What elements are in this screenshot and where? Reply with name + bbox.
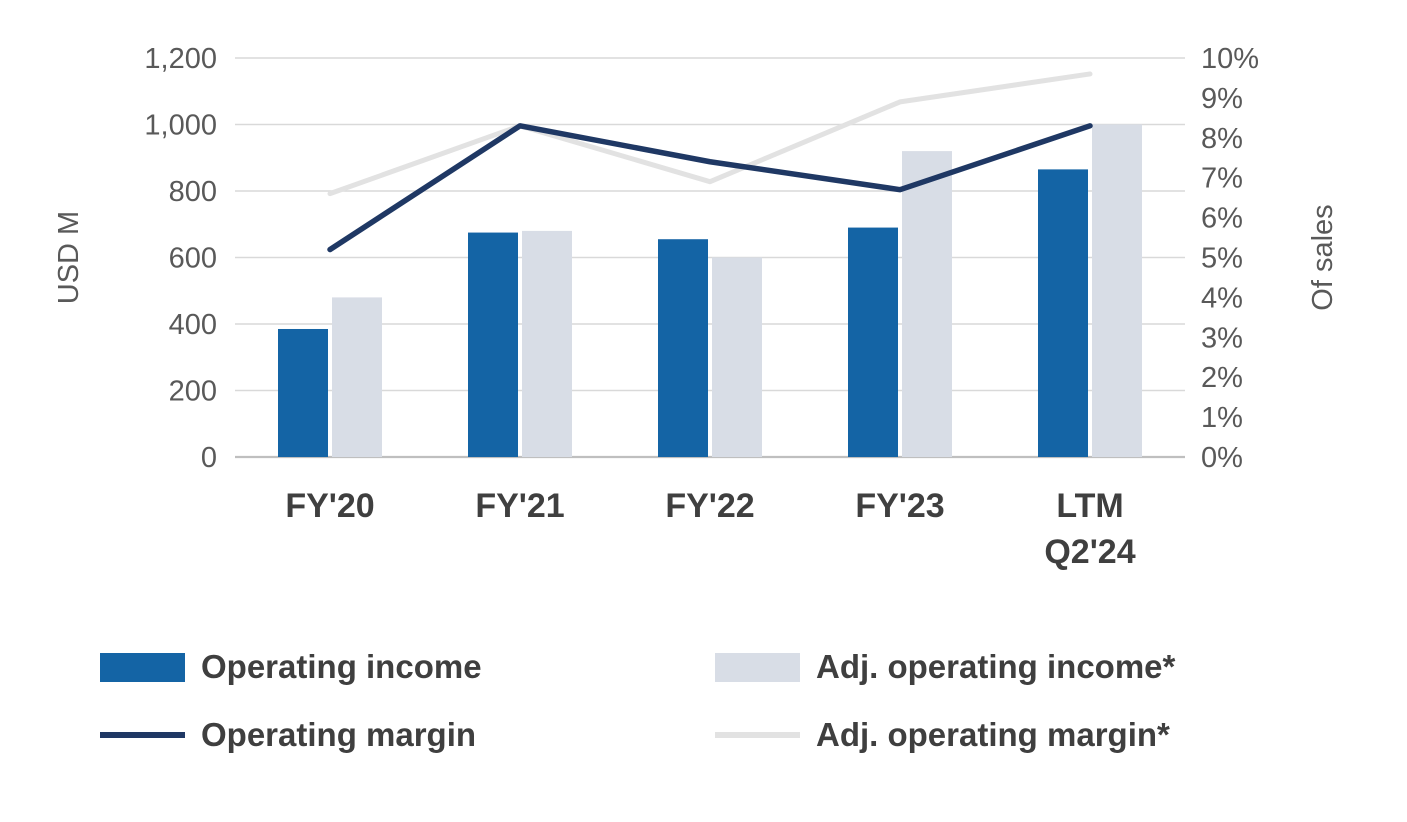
legend-item-operating-income: Operating income [100,648,715,686]
left-axis-tick-label: 200 [169,376,217,408]
bar-swatch-icon [715,652,800,682]
bar-operating-income-fy-23 [848,227,898,457]
left-axis-tick-label: 1,200 [144,43,217,75]
left-axis-tick-label: 1,000 [144,110,217,142]
category-label-fy-21: FY'21 [475,487,564,525]
left-axis-tick-label: 400 [169,309,217,341]
bar-operating-income-fy-20 [278,328,328,457]
right-axis-tick-label: 10% [1201,43,1259,75]
left-axis-tick-label: 600 [169,243,217,275]
bar-adj-operating-income-fy-20 [332,297,382,457]
legend-item-operating-margin: Operating margin [100,716,715,754]
bar-adj-operating-income-ltm-q2-24 [1092,124,1142,457]
bar-operating-income-fy-22 [658,239,708,457]
left-axis-title: USD M [53,211,85,304]
legend-label: Operating income [201,648,482,685]
line-operating-margin [327,123,1093,253]
legend-label: Operating margin [201,716,477,753]
right-axis-tick-label: 2% [1201,362,1243,394]
right-axis-tick-label: 5% [1201,243,1243,275]
bar-adj-operating-income-fy-22 [712,257,762,457]
right-axis-tick-label: 3% [1201,322,1243,354]
bar-adj-operating-income-fy-21 [522,230,572,457]
line-adj-operating-margin [327,71,1093,197]
legend-item-adj-operating-income: Adj. operating income* [715,648,1175,686]
right-axis-title: Of sales [1307,204,1339,310]
combo-chart: 0 200 400 600 800 1,000 1,200 0% 1% 2% 3% 4% 5% 6% 7% 8… [53,43,1339,571]
left-axis-tick-label: 800 [169,176,217,208]
right-axis-tick-label: 7% [1201,163,1243,195]
right-axis-tick-label: 6% [1201,203,1243,235]
legend-label: Adj. operating margin* [816,716,1170,753]
category-label-ltm-q2-24: LTM Q2'24 [1044,487,1135,571]
left-axis-tick-label: 0 [201,442,217,474]
right-axis-tick-label: 0% [1201,442,1243,474]
legend-item-adj-operating-margin: Adj. operating margin* [715,716,1175,754]
bar-swatch-icon [100,652,185,682]
bar-operating-income-fy-21 [468,232,518,457]
right-axis-tick-label: 4% [1201,282,1243,314]
category-label-fy-23: FY'23 [855,487,944,525]
bar-operating-income-ltm-q2-24 [1038,169,1088,457]
category-label-fy-20: FY'20 [285,487,374,525]
line-swatch-icon [715,732,800,738]
right-axis-tick-label: 1% [1201,402,1243,434]
legend-label: Adj. operating income* [816,648,1176,685]
right-axis-tick-label: 8% [1201,123,1243,155]
category-label-fy-22: FY'22 [665,487,754,525]
line-swatch-icon [100,732,185,738]
bar-adj-operating-income-fy-23 [902,151,952,457]
right-axis-tick-label: 9% [1201,83,1243,115]
chart-legend: Operating income Adj. operating income* Op… [100,648,1175,754]
